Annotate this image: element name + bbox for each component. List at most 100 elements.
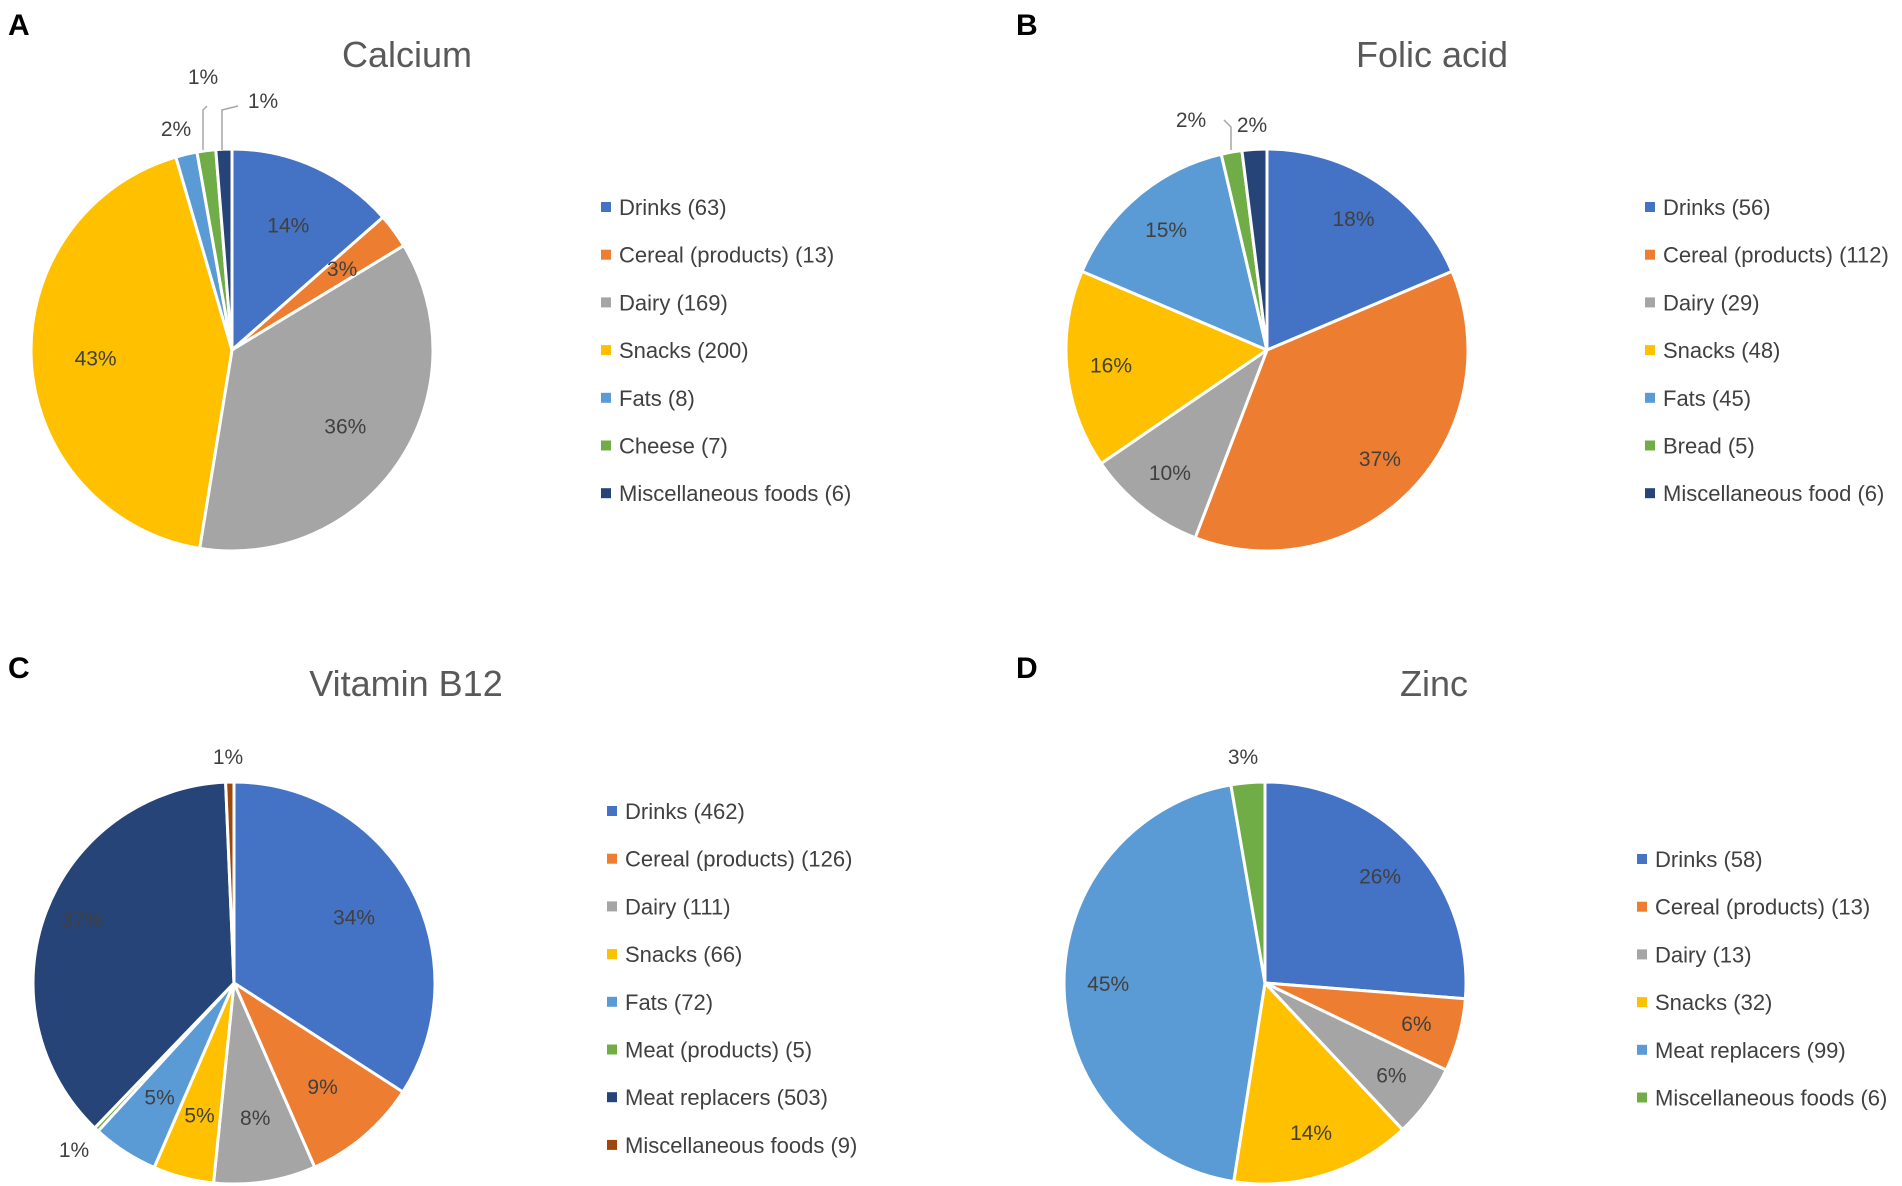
legend-swatch [601,202,611,212]
slice-label: 1% [213,746,243,769]
pie-slice [1062,783,1267,1184]
slice-label: 3% [327,258,357,281]
slice-label: 2% [1176,109,1206,132]
legend-entry: Drinks (56) [1663,195,1771,220]
legend-swatch [1645,202,1655,212]
slice-label: 1% [188,66,218,89]
leader-line [202,105,208,150]
chart-title: Vitamin B12 [309,663,502,704]
pie-slice [224,780,236,985]
legend-swatch [607,1044,617,1055]
panel-a: A Calcium 14% 3% 36% 43% 2% 1% 1% Drinks (63) Ce… [8,9,851,553]
legend-entry: Cheese (7) [619,434,728,459]
slice-label: 26% [1359,866,1401,889]
legend-swatch [607,901,617,912]
legend-swatch [601,345,611,356]
legend-entry: Dairy (111) [625,894,731,919]
panel-letter: D [1016,652,1038,685]
legend-swatch [1637,854,1647,864]
pie-slice [1099,348,1269,540]
legend-entry: Fats (8) [619,386,695,411]
legend-swatch [607,806,617,816]
legend-swatch [1637,997,1647,1008]
pie-slice [212,981,317,1186]
leader-line [1223,119,1232,150]
legend-swatch [1645,488,1655,499]
slice-label: 14% [1290,1122,1332,1145]
legend-swatch [607,1092,617,1103]
slice-label: 5% [144,1087,174,1110]
legend-entry: Drinks (58) [1655,847,1763,872]
slice-label: 34% [333,907,375,930]
pie-slice [1232,981,1405,1186]
slice-label: 14% [267,215,309,238]
legend-swatch [607,949,617,960]
legend-entry: Dairy (169) [619,290,728,315]
pie-slice [214,147,234,352]
legend-swatch [601,440,611,451]
slice-label: 10% [1149,462,1191,485]
slice-label: 37% [61,909,103,932]
panel-b: B Folic acid 18% 37% 10% 16% 15% 2% 2% Drinks (… [1016,9,1889,553]
legend-swatch [601,392,611,403]
slice-label: 3% [1228,746,1258,769]
slice-label: 6% [1376,1065,1406,1088]
legend-swatch [601,488,611,499]
legend-entry: Bread (5) [1663,434,1755,459]
slice-label: 2% [161,118,191,141]
pie-slice [230,147,385,352]
legend-swatch [1637,1092,1647,1103]
chart-title: Folic acid [1356,34,1508,75]
pie-slice [1064,269,1269,466]
pie-slice [1265,147,1454,352]
slice-label: 15% [1145,219,1187,242]
slice-label: 43% [75,347,117,370]
legend-entry: Meat (products) (5) [625,1038,812,1063]
legend-entry: Dairy (13) [1655,942,1752,967]
slice-label: 16% [1090,355,1132,378]
chart-title: Zinc [1400,663,1468,704]
panel-letter: C [8,652,30,685]
slice-label: 18% [1332,208,1374,231]
legend-entry: Miscellaneous foods (9) [625,1133,857,1158]
leader-line [221,105,239,150]
pie-slice [1240,147,1269,352]
slice-label: 2% [1237,114,1267,137]
slice-label: 5% [184,1104,214,1127]
legend-swatch [601,249,611,260]
legend-entry: Fats (45) [1663,386,1751,411]
legend-swatch [1637,901,1647,912]
legend-entry: Snacks (32) [1655,990,1772,1015]
slice-label: 6% [1401,1013,1431,1036]
pie-slice [1080,152,1269,352]
legend-swatch [1645,249,1655,260]
legend-swatch [1645,440,1655,451]
legend-entry: Cereal (products) (126) [625,847,852,872]
legend-swatch [1645,345,1655,356]
legend-entry: Cereal (products) (13) [1655,895,1870,920]
pie-slice [232,981,405,1169]
panel-c: C Vitamin B12 34% 9% 8% 5% 5% 1% 37% 1% Drinks (… [8,652,857,1186]
legend-swatch [607,996,617,1007]
panel-letter: B [1016,9,1038,42]
slice-label: 45% [1087,973,1129,996]
slice-label: 36% [324,415,366,438]
legend-entry: Meat replacers (503) [625,1085,828,1110]
legend-entry: Cereal (products) (13) [619,243,834,268]
slice-label: 37% [1359,448,1401,471]
pie-slice [1229,780,1267,985]
legend-swatch [601,297,611,308]
legend-entry: Snacks (48) [1663,338,1780,363]
legend-entry: Meat replacers (99) [1655,1038,1846,1063]
legend-entry: Miscellaneous foods (6) [1655,1086,1887,1111]
slice-label: 8% [240,1107,270,1130]
legend-swatch [607,1139,617,1150]
pie-slice [1263,780,1468,1001]
legend-swatch [1645,297,1655,308]
legend-entry: Snacks (200) [619,338,749,363]
panel-letter: A [8,9,30,42]
legend-entry: Dairy (29) [1663,290,1760,315]
legend-entry: Drinks (462) [625,799,745,824]
legend-entry: Snacks (66) [625,942,742,967]
